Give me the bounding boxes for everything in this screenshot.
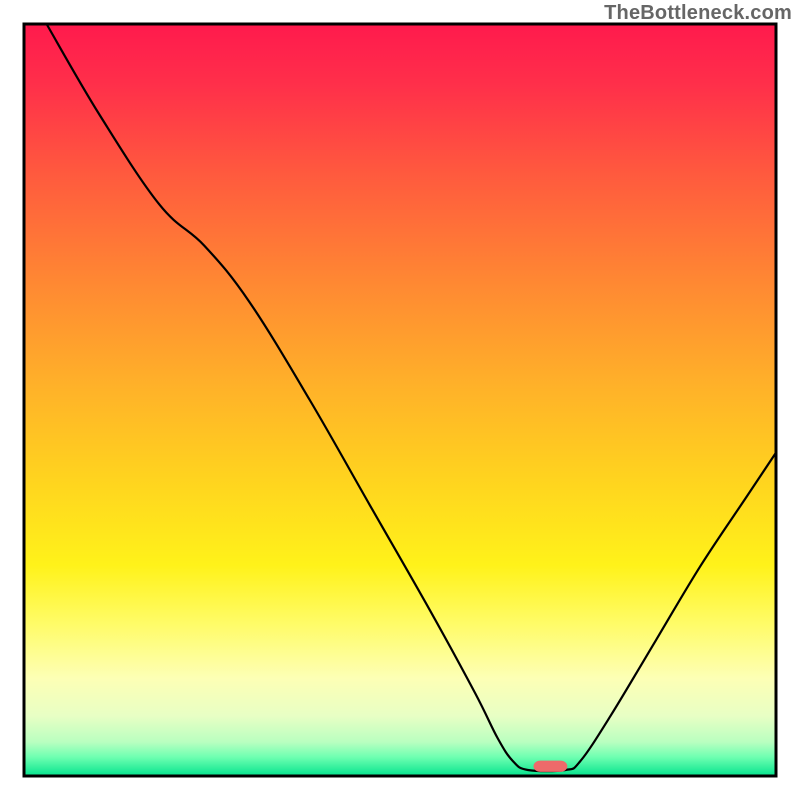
optimal-marker: [533, 761, 567, 772]
bottleneck-chart: [0, 0, 800, 800]
chart-container: TheBottleneck.com: [0, 0, 800, 800]
gradient-background: [24, 24, 776, 776]
